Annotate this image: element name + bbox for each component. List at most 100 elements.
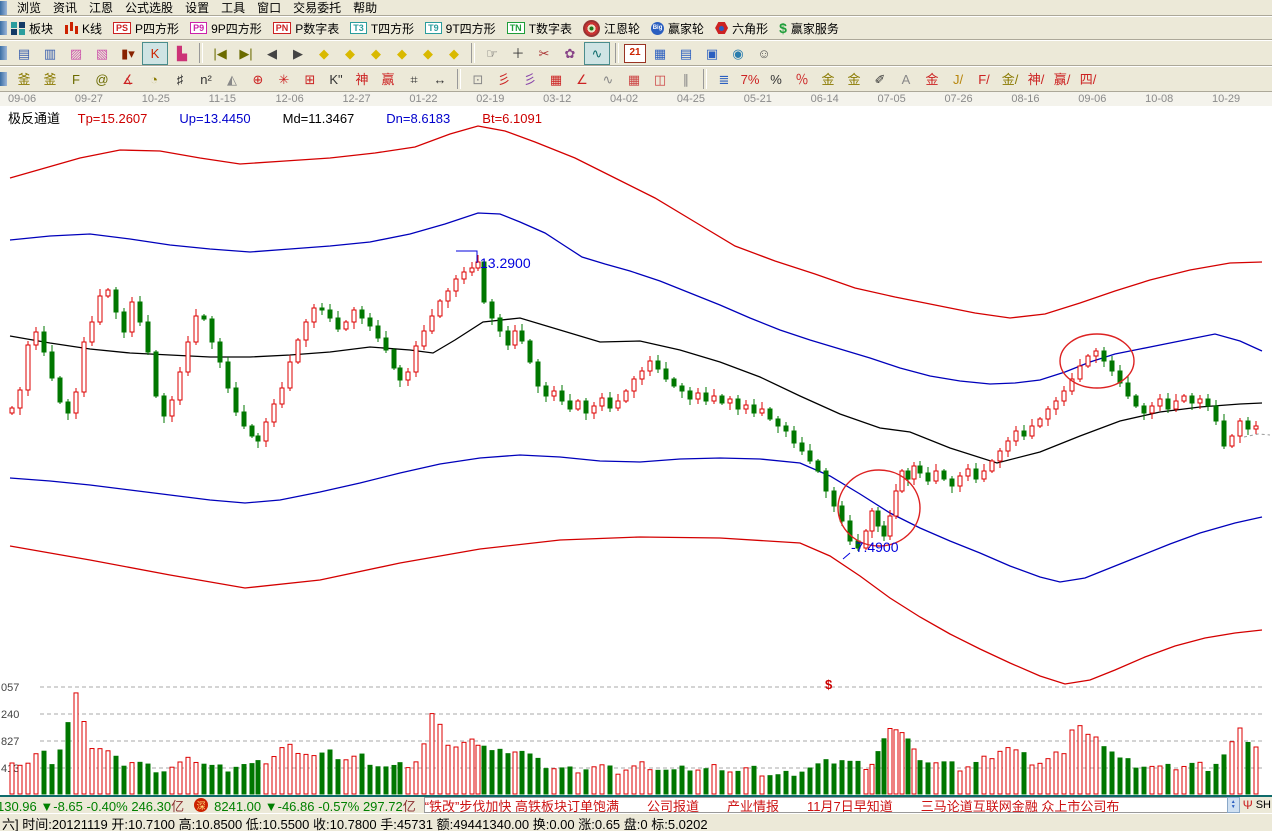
gann-target-tool-icon[interactable]: ⊕ <box>252 71 264 87</box>
width-measure-tool-icon[interactable]: ↔ <box>433 71 447 87</box>
square-grid-tool-icon[interactable]: n² <box>200 71 212 87</box>
kline-chart-icon[interactable]: K <box>142 41 168 65</box>
f-line-tool-icon[interactable]: F/ <box>978 71 990 87</box>
news-scroll-spinner[interactable]: ▲ ▼ <box>1226 797 1240 813</box>
shen-slash-tool-icon[interactable]: 神/ <box>1027 71 1045 87</box>
winner-wheel-button[interactable]: Big 赢家轮 <box>651 20 704 37</box>
gann-emblem-2-icon[interactable]: 釜 <box>43 71 57 87</box>
news-headline-2[interactable]: 产业情报 <box>727 798 780 813</box>
kline-mark-tool-icon[interactable]: K" <box>329 71 343 87</box>
fan-lines-purple-tool-icon[interactable]: 彡 <box>523 71 537 87</box>
j-line-tool-icon[interactable]: J/ <box>952 71 964 87</box>
mark-tool-icon[interactable]: ✿ <box>564 45 576 61</box>
brush-tool-icon[interactable]: ✐ <box>874 71 886 87</box>
gold-red-tool-icon[interactable]: 金 <box>925 71 939 87</box>
chart-canvas[interactable]: 05724082741313.2900-7.4900$ <box>0 106 1272 797</box>
scroll-right-icon[interactable]: ◆ <box>345 45 355 61</box>
gold-slash-tool-icon[interactable]: 金/ <box>1001 71 1019 87</box>
spin-up-icon[interactable]: ▲ <box>1230 799 1236 805</box>
news-headline-4[interactable]: 三马论道互联网金融 众上市公司布 <box>920 798 1120 813</box>
kline-chart[interactable]: 05724082741313.2900-7.4900$ <box>0 106 1272 797</box>
prev-page-icon[interactable]: ◀ <box>267 45 277 61</box>
blocks-button[interactable]: 板块 <box>11 20 53 37</box>
percent-tool-icon[interactable]: % <box>770 71 782 87</box>
t-square-button[interactable]: T3 T四方形 <box>350 20 414 37</box>
news-headline-1[interactable]: 公司报道 <box>647 798 700 813</box>
notes-icon[interactable]: ▤ <box>679 45 693 61</box>
crosshair-icon[interactable]: ＋ <box>511 45 525 61</box>
menu-7[interactable]: 交易委托 <box>293 1 342 15</box>
zoom-out-v-icon[interactable]: ◆ <box>423 45 433 61</box>
star-rays-tool-icon[interactable]: ✳ <box>278 71 290 87</box>
news-ticker[interactable]: “铁改”步伐加快 高铁板块订单饱满 公司报道 产业情报 11月7日早知道 三马论道互联网… <box>423 797 1227 813</box>
menu-8[interactable]: 帮助 <box>353 1 378 15</box>
pink-chart-9-icon[interactable]: ▧ <box>95 45 109 61</box>
region-tool-icon[interactable]: ∿ <box>584 41 610 65</box>
gann-emblem-1-icon[interactable]: 釜 <box>17 71 31 87</box>
window-region-tool-icon[interactable]: ⊡ <box>472 71 484 87</box>
color-histogram-icon[interactable]: ▙ <box>177 45 187 61</box>
network-icon[interactable]: ◉ <box>732 45 744 61</box>
spiral-tool-icon[interactable]: @ <box>95 71 109 87</box>
grid-chart-tool-icon[interactable]: ◫ <box>653 71 667 87</box>
first-page-icon[interactable]: |◀ <box>213 45 227 61</box>
hand-tool-icon[interactable]: ☞ <box>486 45 498 61</box>
menu-3[interactable]: 公式选股 <box>125 1 174 15</box>
pink-chart-3-icon[interactable]: ▨ <box>69 45 83 61</box>
calendar-icon[interactable]: 21 <box>624 43 646 63</box>
info-list-icon[interactable]: ▥ <box>43 45 57 61</box>
wave-tool-icon[interactable]: ∿ <box>602 71 614 87</box>
menu-5[interactable]: 工具 <box>221 1 246 15</box>
news-headline-3[interactable]: 11月7日早知道 <box>807 798 893 813</box>
ying-slash-tool-icon[interactable]: 赢/ <box>1053 71 1071 87</box>
zoom-in-v-icon[interactable]: ◆ <box>449 45 459 61</box>
candle-style-icon[interactable]: ▮▾ <box>121 45 135 61</box>
9p-square-button[interactable]: P9 9P四方形 <box>190 20 262 37</box>
winner-service-button[interactable]: $ 赢家服务 <box>779 20 839 37</box>
fan-lines-red-tool-icon[interactable]: 彡 <box>497 71 511 87</box>
menu-0[interactable]: 浏览 <box>17 1 42 15</box>
last-page-icon[interactable]: ▶| <box>239 45 253 61</box>
grid-fan-tool-icon[interactable]: ▦ <box>549 71 563 87</box>
gold-oval-tool-icon[interactable]: 金 <box>821 71 835 87</box>
gann-box-tool-icon[interactable]: ≣ <box>718 71 730 87</box>
clock-cycle-tool-icon[interactable]: ◔ <box>150 71 158 87</box>
ying-tool-icon[interactable]: 赢 <box>381 71 395 87</box>
compass-tool-icon[interactable]: ∡ <box>122 71 134 87</box>
p-square-button[interactable]: PS P四方形 <box>113 20 179 37</box>
menu-4[interactable]: 设置 <box>185 1 210 15</box>
report-icon[interactable]: ▤ <box>17 45 31 61</box>
next-page-icon[interactable]: ▶ <box>293 45 303 61</box>
percent-7-tool-icon[interactable]: 7% <box>740 71 760 87</box>
save-icon[interactable]: ▣ <box>705 45 719 61</box>
zoom-in-h-icon[interactable]: ◆ <box>397 45 407 61</box>
gann-grid-tool-icon[interactable]: ⊞ <box>304 71 316 87</box>
a-wave-tool-icon[interactable]: A <box>901 71 911 87</box>
percent-lines-tool-icon[interactable]: ％ <box>795 71 809 87</box>
help-assistant-icon[interactable]: ☺ <box>757 45 771 61</box>
si-slash-tool-icon[interactable]: 四/ <box>1079 71 1097 87</box>
ruler-123-tool-icon[interactable]: ⌗ <box>410 71 418 87</box>
t-table-button[interactable]: TN T数字表 <box>506 20 572 37</box>
menu-6[interactable]: 窗口 <box>257 1 282 15</box>
fibonacci-tool-icon[interactable]: F <box>72 71 80 87</box>
menu-2[interactable]: 江恩 <box>89 1 114 15</box>
grid-lines-tool-icon[interactable]: ♯ <box>176 71 184 87</box>
spin-down-icon[interactable]: ▼ <box>1230 804 1236 810</box>
parallel-lines-tool-icon[interactable]: ∥ <box>682 71 690 87</box>
hexagon-button[interactable]: 六角形 <box>715 20 768 37</box>
zoom-out-h-icon[interactable]: ◆ <box>371 45 381 61</box>
cut-tool-icon[interactable]: ✂ <box>538 45 550 61</box>
gann-wheel-button[interactable]: 江恩轮 <box>583 19 640 37</box>
scroll-left-icon[interactable]: ◆ <box>319 45 329 61</box>
angle-mirror-tool-icon[interactable]: ◭ <box>227 71 237 87</box>
news-headline-0[interactable]: “铁改”步伐加快 高铁板块订单饱满 <box>424 798 619 813</box>
kline-button[interactable]: K线 <box>64 20 102 37</box>
angle-line-tool-icon[interactable]: ∠ <box>576 71 588 87</box>
9t-square-button[interactable]: T9 9T四方形 <box>425 20 496 37</box>
shen-tool-icon[interactable]: 神 <box>355 71 369 87</box>
gold-line-tool-icon[interactable]: 金 <box>847 71 861 87</box>
calculator-icon[interactable]: ▦ <box>653 45 667 61</box>
menu-1[interactable]: 资讯 <box>53 1 78 15</box>
p-table-button[interactable]: PN P数字表 <box>272 20 339 37</box>
